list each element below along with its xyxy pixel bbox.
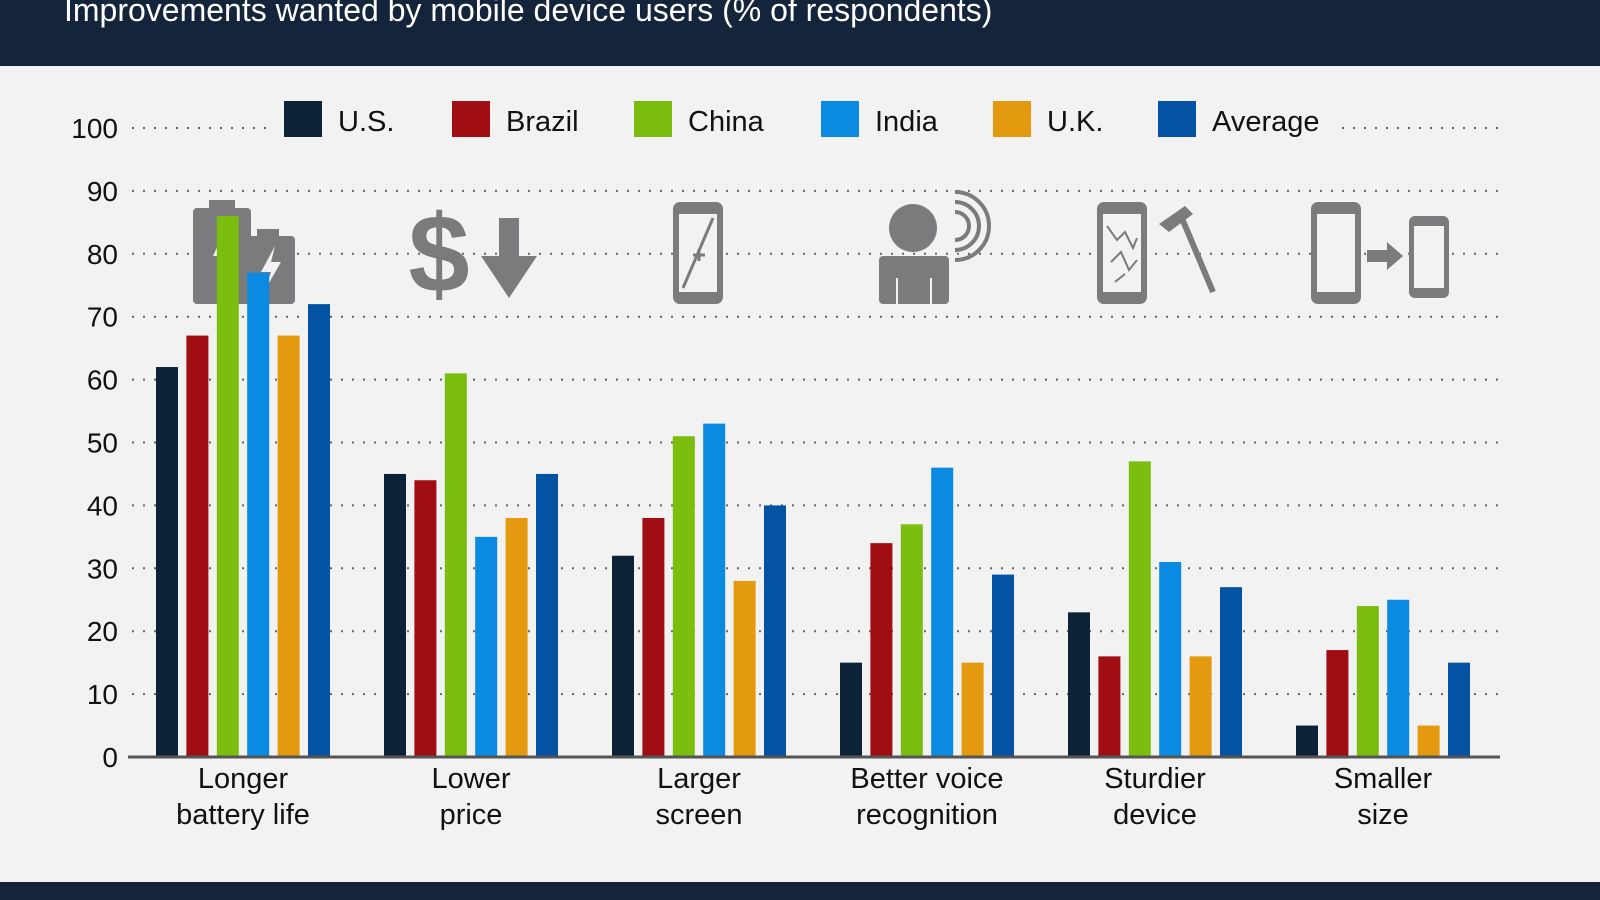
bar [672, 436, 695, 757]
bar [642, 517, 665, 757]
bar [992, 574, 1014, 757]
bar [156, 367, 178, 757]
chart-title: Improvements wanted by mobile device use… [64, 0, 993, 28]
category-label: device [1113, 799, 1197, 831]
bar [900, 524, 923, 757]
legend-label: India [875, 106, 939, 138]
bar [444, 373, 467, 757]
bar [277, 335, 300, 757]
bar [961, 662, 984, 757]
smaller-size-icon [1311, 202, 1449, 304]
bar [1448, 662, 1470, 757]
category-label: battery life [176, 799, 310, 831]
bar [216, 216, 239, 757]
y-tick-label: 100 [71, 113, 118, 144]
larger-screen-icon [673, 202, 723, 304]
legend-label: Brazil [506, 106, 579, 138]
voice-recognition-icon [879, 190, 991, 304]
bar [1068, 612, 1090, 757]
bar [733, 580, 756, 757]
category-label: Sturdier [1104, 763, 1206, 795]
category-label: size [1357, 799, 1409, 831]
y-tick-label: 70 [87, 302, 118, 333]
bar [1417, 725, 1440, 757]
category-label: Lower [432, 763, 511, 795]
y-tick-label: 40 [87, 490, 118, 521]
category-label: price [440, 799, 503, 831]
y-tick-label: 90 [87, 176, 118, 207]
sturdy-device-icon [1097, 202, 1216, 304]
legend: U.S. Brazil China India U.K. Average [272, 100, 1338, 144]
legend-label: U.S. [338, 106, 394, 138]
bar [186, 335, 209, 757]
bar [1128, 461, 1151, 757]
category-label: Larger [657, 763, 741, 795]
bottom-bar [0, 882, 1600, 900]
bar [931, 467, 954, 757]
bar [612, 555, 634, 757]
bar [536, 473, 558, 757]
legend-swatch [452, 101, 490, 137]
category-label: Better voice [850, 763, 1003, 795]
y-tick-label: 20 [87, 616, 118, 647]
bar [1189, 656, 1212, 757]
bar [1387, 599, 1410, 757]
bar [1098, 656, 1121, 757]
bar [840, 662, 862, 757]
y-tick-label: 60 [87, 365, 118, 396]
bar [308, 304, 330, 757]
gridlines [132, 127, 1500, 696]
bar [1296, 725, 1318, 757]
bars [156, 216, 1470, 757]
category-icons: $ [193, 190, 1449, 316]
y-tick-label: 50 [87, 428, 118, 459]
battery-icon [193, 200, 295, 304]
category-label: Smaller [1334, 763, 1433, 795]
bar [1356, 606, 1379, 757]
category-label: screen [655, 799, 742, 831]
bar [1326, 650, 1349, 757]
y-tick-label: 0 [102, 742, 118, 773]
bar [870, 543, 893, 757]
legend-swatch [821, 101, 859, 137]
category-labels: Longer battery life Lower price Larger screen… [176, 763, 1432, 831]
bar [1220, 587, 1242, 757]
bar [475, 536, 498, 757]
legend-swatch [1158, 101, 1196, 137]
title-bar: Improvements wanted by mobile device use… [0, 0, 1600, 66]
category-label: recognition [856, 799, 998, 831]
price-down-icon: $ [408, 193, 537, 316]
y-axis-ticks: 0 10 20 30 40 50 60 70 80 90 100 [71, 113, 118, 773]
y-tick-label: 80 [87, 239, 118, 270]
legend-swatch [284, 101, 322, 137]
category-label: Longer [198, 763, 289, 795]
legend-label: Average [1212, 106, 1320, 138]
bar [1159, 562, 1182, 757]
bar [384, 473, 406, 757]
legend-swatch [993, 101, 1031, 137]
y-tick-label: 30 [87, 553, 118, 584]
bar [764, 505, 786, 757]
bar [247, 272, 270, 757]
bar [414, 480, 437, 757]
y-tick-label: 10 [87, 679, 118, 710]
legend-label: U.K. [1047, 106, 1103, 138]
bar [505, 517, 528, 757]
legend-swatch [634, 101, 672, 137]
svg-text:$: $ [408, 193, 469, 316]
legend-label: China [688, 106, 765, 138]
bar [703, 423, 726, 757]
